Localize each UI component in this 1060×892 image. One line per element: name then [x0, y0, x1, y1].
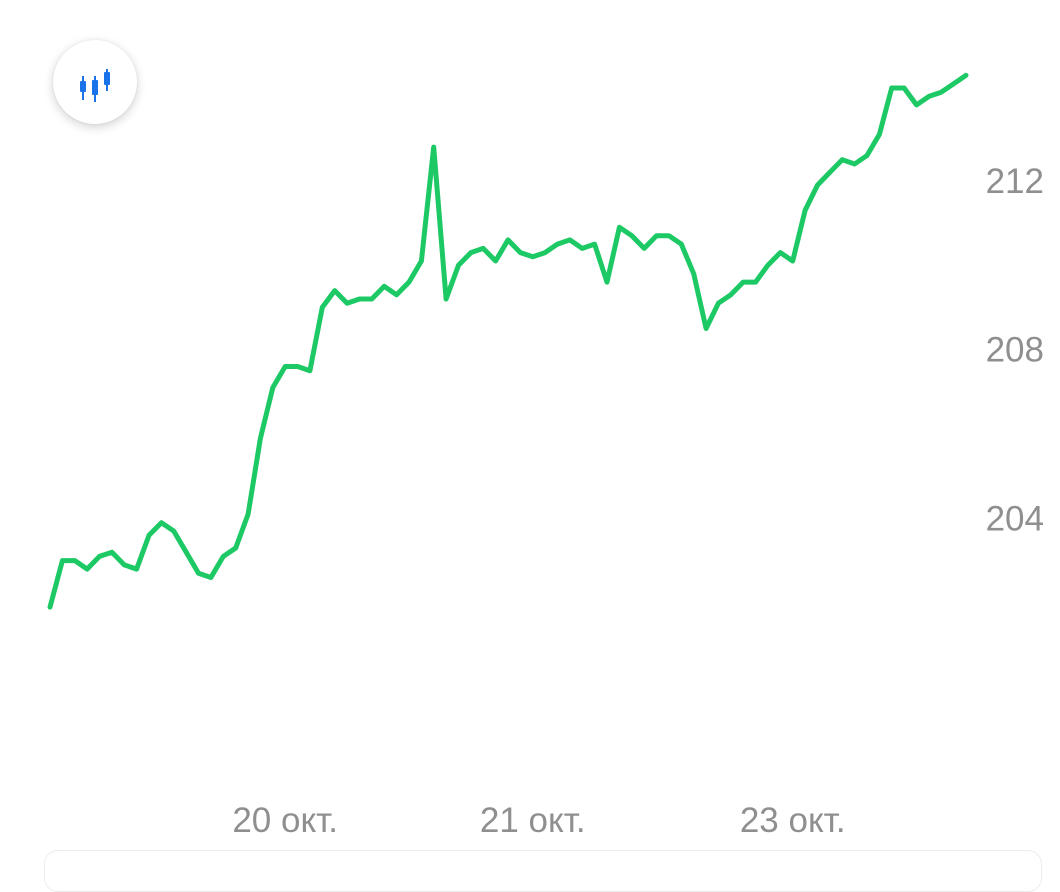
- x-tick-label: 23 окт.: [740, 801, 846, 840]
- x-axis: 20 окт. 21 окт. 23 окт.: [232, 801, 845, 840]
- price-series-line: [47, 72, 969, 610]
- x-tick-label: 20 окт.: [232, 801, 338, 840]
- chart-type-toggle-button[interactable]: [53, 40, 137, 124]
- price-chart[interactable]: 204 208 212 20 окт. 21 окт. 23 окт.: [0, 0, 1060, 859]
- bottom-card: [44, 850, 1042, 892]
- y-tick-label: 204: [986, 499, 1044, 538]
- x-tick-label: 21 окт.: [480, 801, 586, 840]
- y-tick-label: 212: [986, 162, 1044, 201]
- candlestick-icon: [80, 69, 110, 102]
- y-axis: 204 208 212: [986, 162, 1044, 539]
- y-tick-label: 208: [986, 331, 1044, 370]
